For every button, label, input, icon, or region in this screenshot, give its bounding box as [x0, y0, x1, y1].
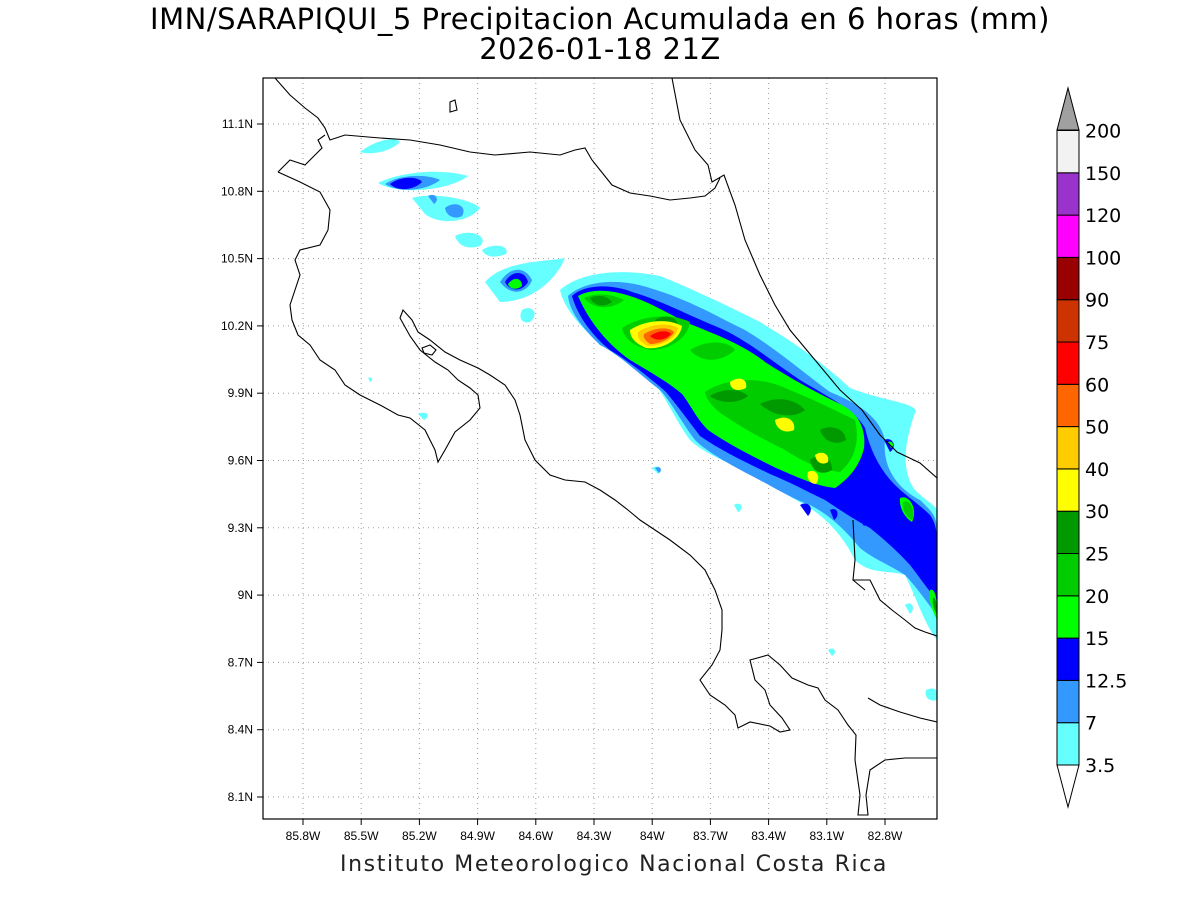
colorbar-label: 120 — [1085, 205, 1121, 227]
colorbar-label: 30 — [1085, 501, 1109, 523]
colorbar-swatch — [1056, 214, 1080, 258]
colorbar-under-triangle — [1056, 764, 1080, 809]
colorbar-swatch — [1056, 468, 1080, 512]
colorbar-label: 20 — [1085, 586, 1109, 608]
lon-tick-label: 83.7W — [693, 829, 728, 843]
colorbar-label: 15 — [1085, 628, 1109, 650]
colorbar-swatch — [1056, 383, 1080, 428]
lon-tick-label: 85.2W — [402, 829, 437, 843]
lat-tick-label: 8.4N — [228, 723, 253, 737]
colorbar-label: 200 — [1085, 121, 1121, 143]
lat-tick-label: 8.1N — [228, 790, 253, 804]
coastline-outline — [274, 78, 937, 816]
lat-tick-label: 9.9N — [228, 386, 253, 400]
lon-tick-label: 84.6W — [518, 829, 553, 843]
colorbar-label: 3.5 — [1085, 755, 1115, 777]
lon-tick-label: 83.1W — [809, 829, 844, 843]
colorbar-swatch — [1056, 130, 1080, 174]
colorbar-label: 90 — [1085, 290, 1109, 312]
map-title: IMN/SARAPIQUI_5 Precipitacion Acumulada … — [150, 2, 1050, 36]
colorbar-swatch — [1056, 510, 1080, 555]
colorbar-swatch — [1056, 637, 1080, 681]
lat-tick-label: 10.5N — [221, 252, 253, 266]
latitude-axis: 11.1N 10.8N 10.5N 10.2N 9.9N 9.6N 9.3N 9N 8.7N 8.… — [221, 117, 263, 804]
lon-tick-label: 84.9W — [460, 829, 495, 843]
precipitation-field — [360, 139, 937, 701]
map-subtitle-datetime: 2026-01-18 21Z — [479, 32, 721, 66]
footer-credit: Instituto Meteorologico Nacional Costa R… — [340, 852, 888, 877]
lat-tick-label: 9.6N — [228, 454, 253, 468]
colorbar-swatch — [1056, 553, 1080, 597]
lon-tick-label: 85.8W — [286, 829, 321, 843]
colorbar-label: 150 — [1085, 163, 1121, 185]
colorbar-swatch — [1056, 679, 1080, 724]
colorbar-swatch — [1056, 341, 1080, 385]
colorbar-label: 75 — [1085, 332, 1109, 354]
lat-tick-label: 11.1N — [222, 117, 253, 131]
colorbar-label: 100 — [1085, 247, 1121, 269]
lat-tick-label: 9.3N — [228, 521, 253, 535]
colorbar-label: 40 — [1085, 459, 1109, 481]
lon-tick-label: 85.5W — [344, 829, 379, 843]
colorbar-swatch — [1056, 722, 1080, 766]
colorbar-label: 25 — [1085, 544, 1109, 566]
lat-tick-label: 10.2N — [221, 319, 253, 333]
colorbar-swatch — [1056, 172, 1080, 216]
longitude-axis: 85.8W 85.5W 85.2W 84.9W 84.6W 84.3W 84W 83.7W 83… — [286, 819, 903, 843]
colorbar-swatch — [1056, 426, 1080, 470]
lat-tick-label: 9N — [238, 588, 253, 602]
colorbar-over-triangle — [1056, 86, 1080, 131]
lat-tick-label: 10.8N — [221, 184, 253, 198]
lon-tick-label: 84W — [640, 829, 665, 843]
lat-tick-label: 8.7N — [228, 655, 253, 669]
colorbar-swatch — [1056, 299, 1080, 343]
map-frame — [262, 77, 938, 820]
colorbar-swatch — [1056, 256, 1080, 301]
colorbar-swatch — [1056, 595, 1080, 639]
colorbar-label: 7 — [1085, 713, 1097, 735]
lon-tick-label: 82.8W — [868, 829, 903, 843]
lon-tick-label: 83.4W — [751, 829, 786, 843]
colorbar-label: 60 — [1085, 374, 1109, 396]
colorbar-legend: 3.5 7 12.5 15 20 25 30 40 50 60 75 90 100 120 150 200 — [1056, 86, 1127, 809]
lon-tick-label: 84.3W — [577, 829, 612, 843]
colorbar-label: 50 — [1085, 417, 1109, 439]
colorbar-label: 12.5 — [1085, 670, 1127, 692]
